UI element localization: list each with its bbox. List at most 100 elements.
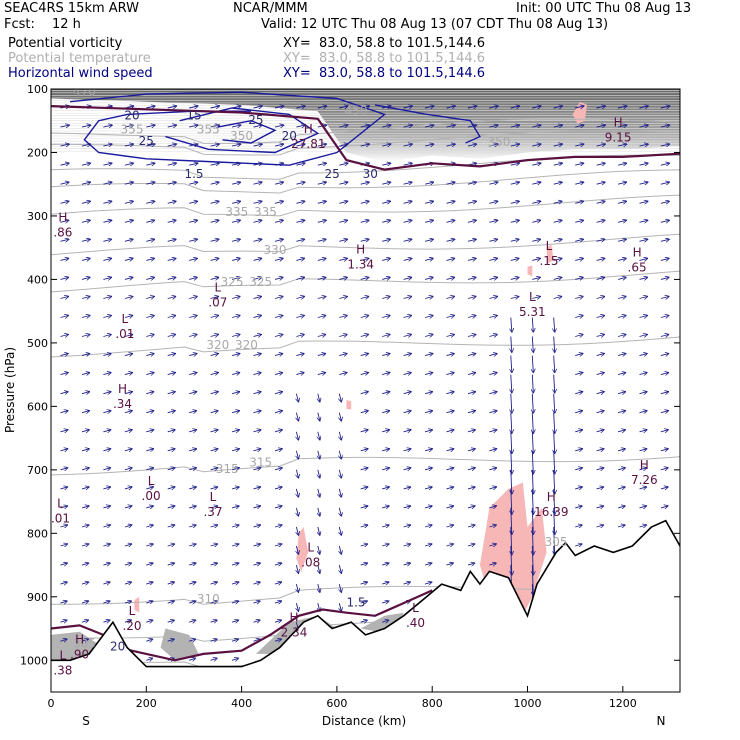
wind-vector <box>360 506 368 508</box>
wind-vector <box>424 430 432 432</box>
wind-vector <box>553 106 563 108</box>
wind-vector <box>124 239 133 241</box>
extremum-value: 16.39 <box>534 505 568 519</box>
wind-vector <box>554 526 555 555</box>
wind-vector <box>617 506 625 508</box>
wind-vector <box>60 297 69 299</box>
wind-vector <box>253 506 261 508</box>
wind-vector <box>167 297 176 299</box>
wind-vector <box>231 258 240 260</box>
wind-vector <box>296 239 304 241</box>
wind-vector <box>146 544 153 546</box>
wind-vector <box>124 563 131 565</box>
wind-contour-label: 25 <box>139 134 154 148</box>
field-theta-xy: XY= 83.0, 58.8 to 101.5,144.6 <box>283 51 486 66</box>
wind-vector <box>231 468 239 470</box>
wind-vector <box>660 125 670 127</box>
wind-vector <box>167 525 175 527</box>
wind-vector <box>617 220 626 222</box>
wind-vector <box>554 374 555 393</box>
wind-vector <box>382 411 389 413</box>
wind-vector <box>403 582 411 584</box>
wind-vector <box>446 220 455 222</box>
wind-vector <box>532 106 541 108</box>
wind-vector <box>660 220 669 222</box>
wind-vector <box>596 354 605 356</box>
valid-time: Valid: 12 UTC Thu 08 Aug 13 (07 CDT Thu … <box>261 17 609 32</box>
wind-vector <box>124 468 132 470</box>
wind-vector <box>146 297 154 299</box>
wind-vector <box>617 182 626 184</box>
extremum-value: 7.26 <box>631 473 658 487</box>
wind-vector <box>424 544 432 546</box>
extremum-type-low: L <box>210 490 217 504</box>
org-label: NCAR/MMM <box>233 1 308 16</box>
wind-vector <box>532 182 540 184</box>
wind-vector <box>617 163 626 165</box>
wind-vector <box>532 545 533 575</box>
wind-vector <box>81 182 90 184</box>
wind-vector <box>424 106 434 108</box>
field-pv-xy: XY= 83.0, 58.8 to 101.5,144.6 <box>283 36 486 51</box>
wind-vector <box>60 582 68 584</box>
wind-vector <box>660 316 669 318</box>
extremum-value: .20 <box>122 619 141 633</box>
wind-vector <box>231 163 240 165</box>
wind-vector <box>489 430 496 432</box>
wind-vector <box>167 544 175 546</box>
wind-vector <box>253 487 261 489</box>
wind-vector <box>317 297 326 299</box>
wind-vector <box>360 354 369 356</box>
wind-vector <box>167 468 175 470</box>
wind-vector <box>554 469 555 494</box>
wind-vector <box>489 563 496 565</box>
wind-vector <box>639 239 648 241</box>
theta-label: 305 <box>73 637 96 651</box>
y-tick-label: 400 <box>27 273 48 286</box>
wind-vector <box>510 239 519 241</box>
wind-vector <box>339 526 341 535</box>
wind-vector <box>274 544 282 546</box>
extremum-value: .01 <box>51 511 70 525</box>
wind-vector <box>617 106 627 108</box>
wind-vector <box>81 506 89 508</box>
wind-vector <box>103 297 111 299</box>
wind-vector <box>210 182 219 184</box>
x-tick-label: 0 <box>48 697 55 710</box>
wind-vector <box>189 297 197 299</box>
wind-vector <box>146 125 155 127</box>
wind-vector <box>124 582 131 584</box>
wind-vector <box>253 411 261 413</box>
wind-vector <box>382 373 389 375</box>
wind-vector <box>60 468 68 470</box>
wind-vector <box>489 411 496 413</box>
wind-vector <box>81 430 89 432</box>
wind-vector <box>467 220 476 222</box>
wind-vector <box>424 182 433 184</box>
wind-vector <box>360 487 368 489</box>
wind-vector <box>339 182 347 184</box>
wind-vector <box>532 488 533 514</box>
theta-label: 350 <box>230 129 253 143</box>
theta-contour <box>51 233 680 256</box>
wind-vector <box>189 220 197 222</box>
wind-vector <box>124 411 132 413</box>
wind-vector <box>231 220 240 222</box>
wind-vector <box>146 449 153 451</box>
wind-vector <box>103 487 110 489</box>
wind-vector <box>210 125 220 127</box>
wind-vector <box>253 144 263 146</box>
wind-vector <box>360 297 369 299</box>
wind-vector <box>424 411 432 413</box>
wind-contour-label: 20 <box>124 109 139 123</box>
fcst-label: Fcst: <box>4 17 35 32</box>
wind-vector <box>424 354 433 356</box>
wind-vector <box>446 239 455 241</box>
wind-vector <box>424 144 433 146</box>
wind-vector <box>382 449 389 451</box>
wind-vector <box>532 336 533 353</box>
extremum-value: 2.34 <box>281 626 308 640</box>
y-axis-label: Pressure (hPa) <box>3 347 17 433</box>
wind-vector <box>339 163 347 165</box>
wind-vector <box>124 430 132 432</box>
